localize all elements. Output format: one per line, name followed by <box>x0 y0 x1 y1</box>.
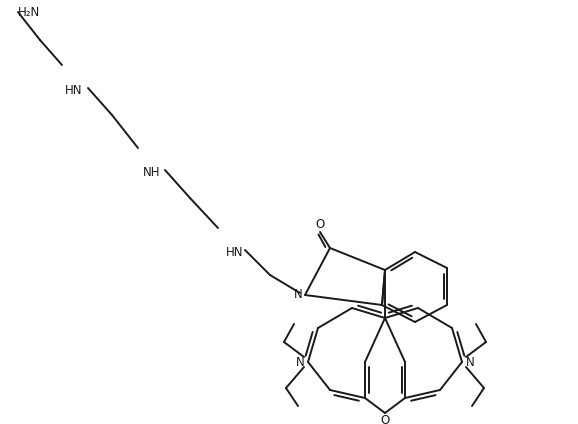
Text: O: O <box>316 218 325 231</box>
Text: NH: NH <box>143 165 161 179</box>
Text: N: N <box>466 355 475 368</box>
Text: N: N <box>295 355 305 368</box>
Text: O: O <box>380 415 390 424</box>
Text: H₂N: H₂N <box>18 6 40 19</box>
Text: HN: HN <box>226 245 244 259</box>
Text: HN: HN <box>65 84 83 97</box>
Text: N: N <box>294 288 302 301</box>
